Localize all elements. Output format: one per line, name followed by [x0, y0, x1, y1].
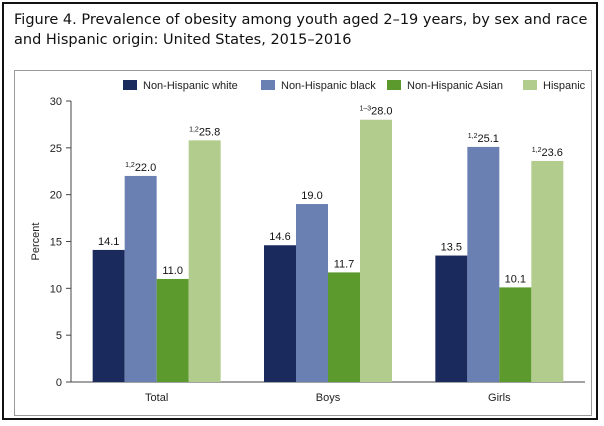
bar-total-1 — [92, 249, 125, 382]
bar-girls-2 — [467, 146, 500, 382]
legend-label: Non-Hispanic white — [143, 80, 238, 92]
data-label-value: 23.6 — [541, 147, 562, 159]
bar-boys-3 — [328, 272, 360, 382]
chart-panel: 0 5 10 15 20 25 30 Percent 14.1 1,222.0 11.0 1,225.… — [14, 70, 592, 416]
figure-frame: Figure 4. Prevalence of obesity among yo… — [2, 2, 598, 420]
y-tick-label: 20 — [50, 190, 62, 202]
data-label: 14.1 — [98, 236, 119, 248]
data-label: 1–328.0 — [359, 106, 392, 118]
x-tick-label: Boys — [316, 392, 341, 404]
data-label: 1,222.0 — [125, 162, 156, 174]
legend-label: Non-Hispanic black — [281, 80, 376, 92]
legend-label: Non-Hispanic Asian — [407, 80, 503, 92]
data-label: 1,225.1 — [468, 133, 499, 145]
bar-total-2 — [124, 175, 157, 382]
data-label-footnote: 1,2 — [125, 162, 135, 169]
x-tick-label: Total — [145, 392, 168, 404]
y-tick-label: 5 — [56, 330, 62, 342]
y-tick-label: 10 — [50, 283, 62, 295]
data-label-footnote: 1,2 — [532, 147, 542, 154]
y-tick-label: 15 — [50, 237, 62, 249]
x-tick-label: Girls — [488, 392, 511, 404]
y-tick-label: 25 — [50, 143, 62, 155]
data-label: 19.0 — [301, 190, 322, 202]
data-label-footnote: 1,2 — [468, 133, 478, 140]
data-label-value: 25.8 — [199, 126, 220, 138]
data-label: 13.5 — [441, 242, 462, 254]
y-axis-label: Percent — [30, 223, 42, 261]
data-label: 11.0 — [162, 265, 183, 277]
bar-girls-4 — [531, 160, 564, 382]
data-label: 1,223.6 — [532, 147, 563, 159]
data-label: 1,225.8 — [189, 126, 220, 138]
data-label-value: 25.1 — [477, 133, 498, 145]
legend-swatch — [123, 80, 137, 90]
bar-boys-4 — [360, 119, 392, 382]
bar-boys-2 — [296, 204, 328, 382]
data-label-value: 28.0 — [371, 106, 392, 118]
legend-swatch — [261, 80, 275, 90]
y-tick-label: 0 — [56, 377, 62, 389]
data-label: 10.1 — [505, 273, 526, 285]
chart-title: Figure 4. Prevalence of obesity among yo… — [14, 12, 588, 48]
data-label: 11.7 — [334, 258, 355, 270]
data-label-value: 22.0 — [135, 162, 156, 174]
bar-total-3 — [156, 278, 189, 382]
data-label-footnote: 1–3 — [359, 106, 371, 113]
bar-boys-1 — [264, 245, 296, 382]
legend-swatch — [387, 80, 401, 90]
data-label-footnote: 1,2 — [189, 126, 199, 133]
legend-label: Hispanic — [543, 80, 586, 92]
bar-girls-3 — [499, 287, 532, 382]
legend-swatch — [523, 80, 537, 90]
data-label: 14.6 — [269, 231, 290, 243]
y-tick-label: 30 — [50, 96, 62, 108]
bar-total-4 — [188, 140, 221, 382]
bar-girls-1 — [435, 255, 468, 382]
